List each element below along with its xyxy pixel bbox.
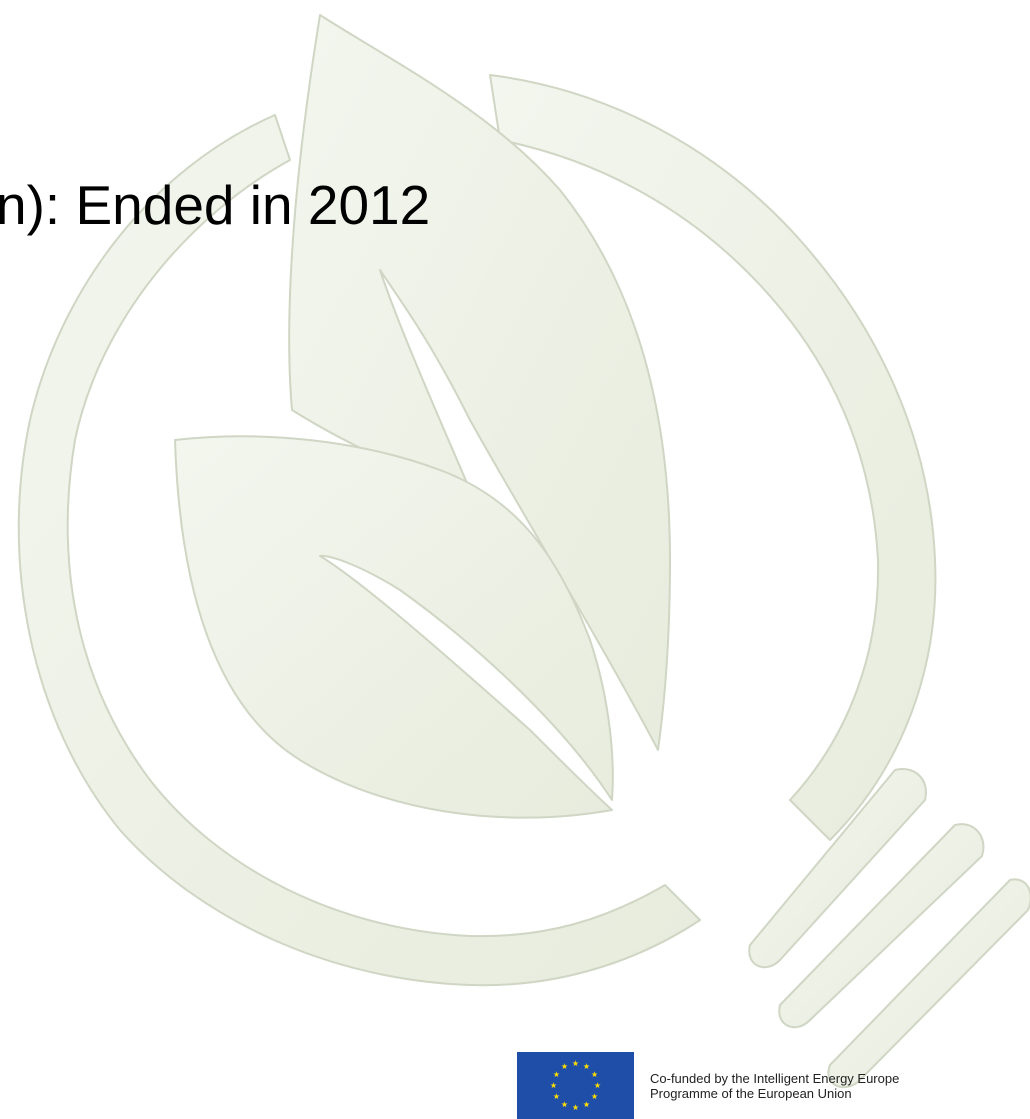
slide-headline: n): Ended in 2012: [0, 174, 431, 236]
eu-star-icon: [553, 1093, 560, 1100]
lower-leaf-shape: [174, 435, 614, 819]
cofunding-line-2: Programme of the European Union: [650, 1085, 852, 1101]
bulb-thread-shape: [827, 878, 1030, 1089]
eu-star-icon: [594, 1082, 601, 1089]
eu-star-icon: [561, 1063, 568, 1070]
bulb-ring-shape: [489, 74, 937, 841]
eu-star-icon: [583, 1101, 590, 1108]
eu-star-icon: [572, 1060, 579, 1067]
eu-flag-icon: [517, 1052, 634, 1119]
eu-star-icon: [550, 1082, 557, 1089]
eu-star-icon: [572, 1104, 579, 1111]
eu-star-icon: [553, 1071, 560, 1078]
eu-star-icon: [561, 1101, 568, 1108]
eu-star-icon: [591, 1093, 598, 1100]
eu-star-icon: [583, 1063, 590, 1070]
cofunding-badge: Co-funded by the Intelligent Energy Euro…: [517, 1052, 899, 1119]
cofunding-text: Co-funded by the Intelligent Energy Euro…: [650, 1071, 899, 1101]
bulb-thread-shape: [778, 823, 985, 1029]
eu-star-icon: [591, 1071, 598, 1078]
bulb-ring-shape: [17, 114, 701, 987]
cofunding-line-1: Co-funded by the Intelligent Energy Euro…: [650, 1070, 900, 1086]
tall-leaf-shape: [288, 14, 671, 751]
bulb-thread-shape: [748, 768, 927, 969]
